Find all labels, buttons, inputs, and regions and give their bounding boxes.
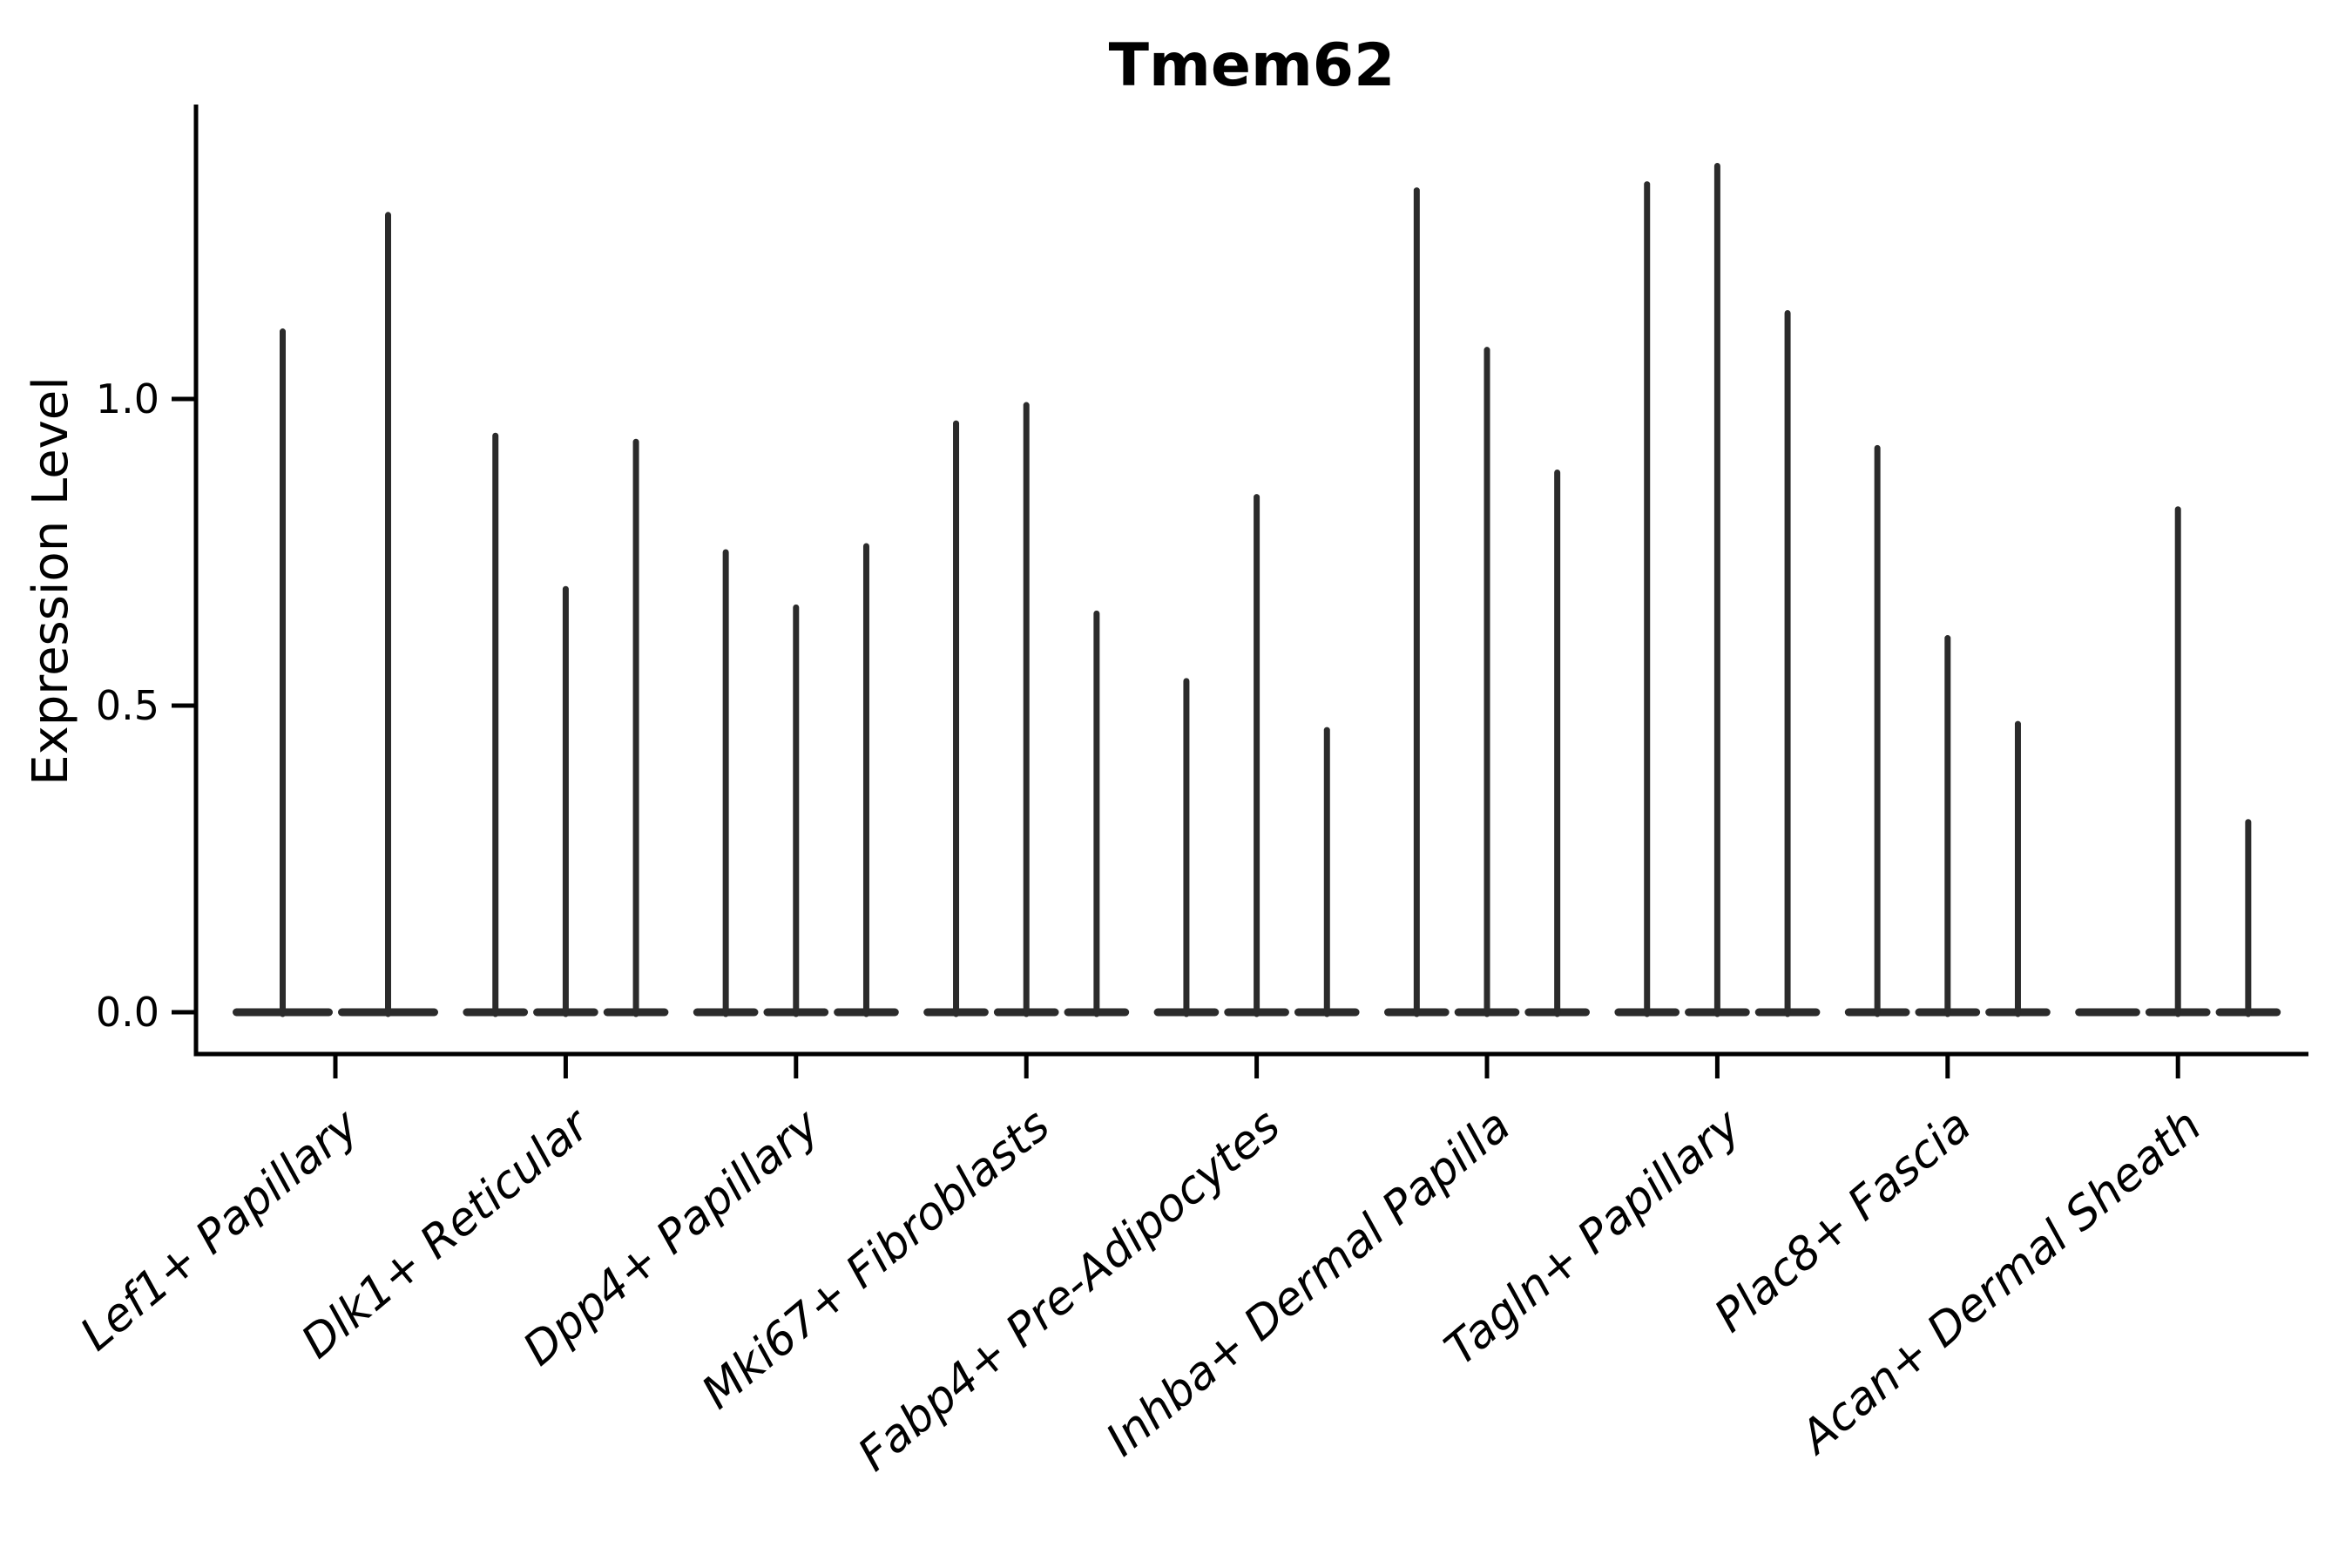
y-tick-label: 1.0 xyxy=(96,375,159,422)
y-axis-label: Expression Level xyxy=(23,376,79,786)
y-tick-label: 0.5 xyxy=(96,682,159,729)
violin-baseline xyxy=(2075,1008,2140,1017)
x-tick-layer xyxy=(333,1054,2180,1078)
y-tick-layer: 0.0 0.5 1.0 xyxy=(96,375,196,1036)
x-tick-label: Fabp4+ Pre-Adipocytes xyxy=(848,1099,1290,1482)
x-tick-label: Inhba+ Dermal Papilla xyxy=(1097,1099,1520,1467)
chart-title: Tmem62 xyxy=(1109,31,1396,100)
x-tick-label: Acan+ Dermal Sheath xyxy=(1789,1099,2212,1465)
violin-layer xyxy=(233,162,2281,1017)
y-tick-label: 0.0 xyxy=(96,989,159,1036)
